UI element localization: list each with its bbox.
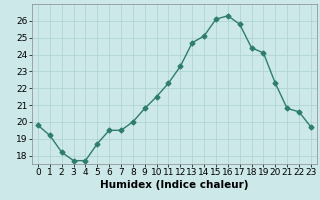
X-axis label: Humidex (Indice chaleur): Humidex (Indice chaleur) bbox=[100, 180, 249, 190]
